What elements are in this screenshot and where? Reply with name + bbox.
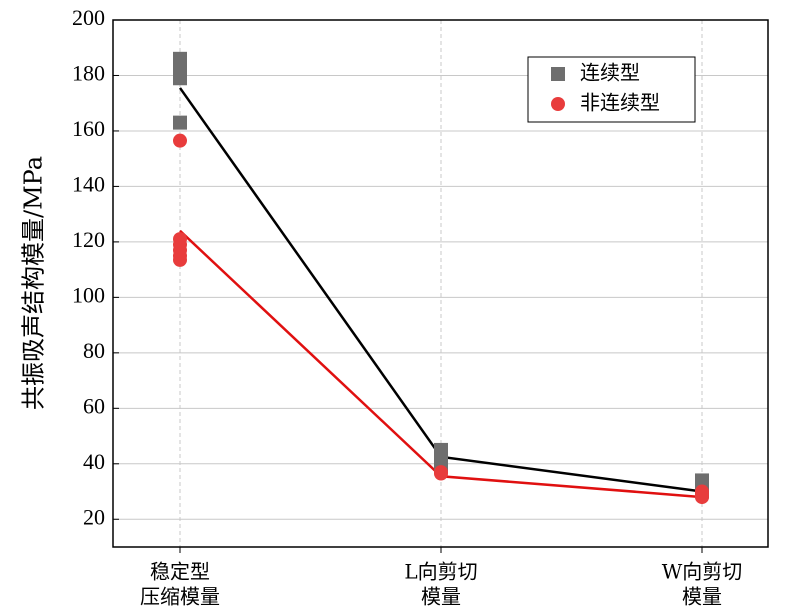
x-tick-label: 压缩模量: [140, 585, 220, 609]
y-tick-label: 40: [83, 449, 105, 474]
x-tick-label: 模量: [421, 585, 461, 609]
y-tick-label: 200: [72, 5, 105, 30]
point: [173, 133, 187, 148]
plot-frame: [112, 19, 769, 548]
y-tick-label: 100: [72, 282, 105, 307]
legend-label: 连续型: [580, 61, 640, 85]
x-tick-label: L向剪切: [404, 560, 477, 584]
y-tick-label: 180: [72, 61, 105, 86]
legend-marker: [551, 97, 565, 111]
point: [173, 115, 187, 130]
x-tick-label: 模量: [682, 585, 722, 609]
legend-label: 非连续型: [580, 91, 660, 115]
y-tick-label: 120: [72, 227, 105, 252]
legend-marker: [551, 67, 565, 81]
y-tick-label: 60: [83, 393, 105, 418]
y-tick-label: 160: [72, 116, 105, 141]
y-axis-label: 共振吸声结构模量/MPa: [20, 156, 48, 410]
x-tick-label: 稳定型: [150, 560, 210, 584]
x-tick-label: W向剪切: [662, 560, 743, 584]
point: [173, 252, 187, 267]
point: [695, 490, 709, 505]
point: [434, 466, 448, 481]
y-tick-label: 20: [83, 504, 105, 529]
y-tick-label: 140: [72, 171, 105, 196]
point: [173, 71, 187, 86]
y-tick-label: 80: [83, 338, 105, 363]
